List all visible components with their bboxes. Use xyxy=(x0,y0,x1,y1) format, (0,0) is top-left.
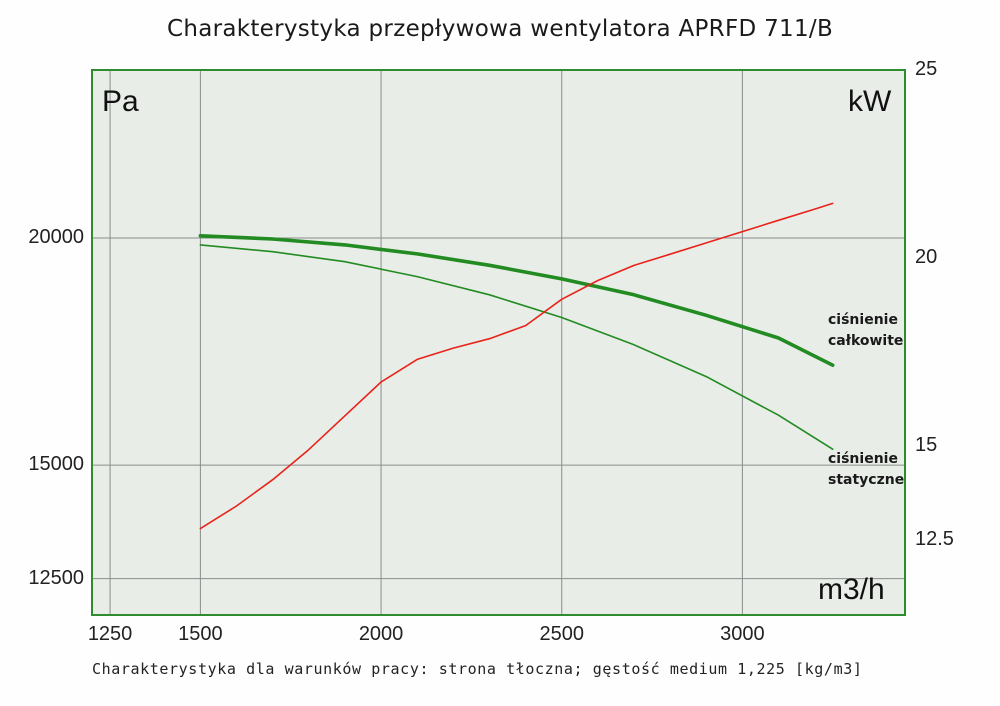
static-pressure-annotation: ciśnienie statyczne xyxy=(828,449,904,491)
power-line xyxy=(199,202,834,530)
x-axis-label: m3/h xyxy=(818,573,885,606)
footnote: Charakterystyka dla warunków pracy: stro… xyxy=(92,660,863,678)
y-tick-label: 20000 xyxy=(28,226,84,249)
y2-tick-label: 12.5 xyxy=(915,527,954,550)
y2-tick-label: 25 xyxy=(915,58,938,80)
static-pressure-line2: statyczne xyxy=(828,472,905,489)
y2-tick-label: 15 xyxy=(915,433,938,456)
static-pressure-line1: ciśnienie xyxy=(828,451,898,468)
chart-title: Charakterystyka przepływowa wentylatora … xyxy=(166,16,834,42)
x-tick-label: 1250 xyxy=(87,623,133,645)
x-tick-label: 3000 xyxy=(720,623,765,645)
x-tick-label: 2000 xyxy=(358,623,404,645)
static-pressure-line xyxy=(199,244,834,451)
total-pressure-line2: całkowite xyxy=(828,333,904,350)
series-layer xyxy=(198,202,835,530)
y-tick-label: 12500 xyxy=(28,566,84,589)
total-pressure-line xyxy=(198,234,835,368)
plot-frame xyxy=(91,69,906,616)
y2-axis-label: kW xyxy=(848,85,892,118)
total-pressure-line1: ciśnienie xyxy=(828,312,898,329)
y-tick-label: 15000 xyxy=(28,453,84,476)
y2-tick-label: 20 xyxy=(915,245,938,268)
x-tick-label: 2500 xyxy=(539,623,584,645)
plot-area xyxy=(92,70,905,615)
total-pressure-annotation: ciśnienie całkowite xyxy=(828,310,903,352)
x-tick-label: 1500 xyxy=(178,623,223,645)
y-axis-label: Pa xyxy=(102,85,139,118)
